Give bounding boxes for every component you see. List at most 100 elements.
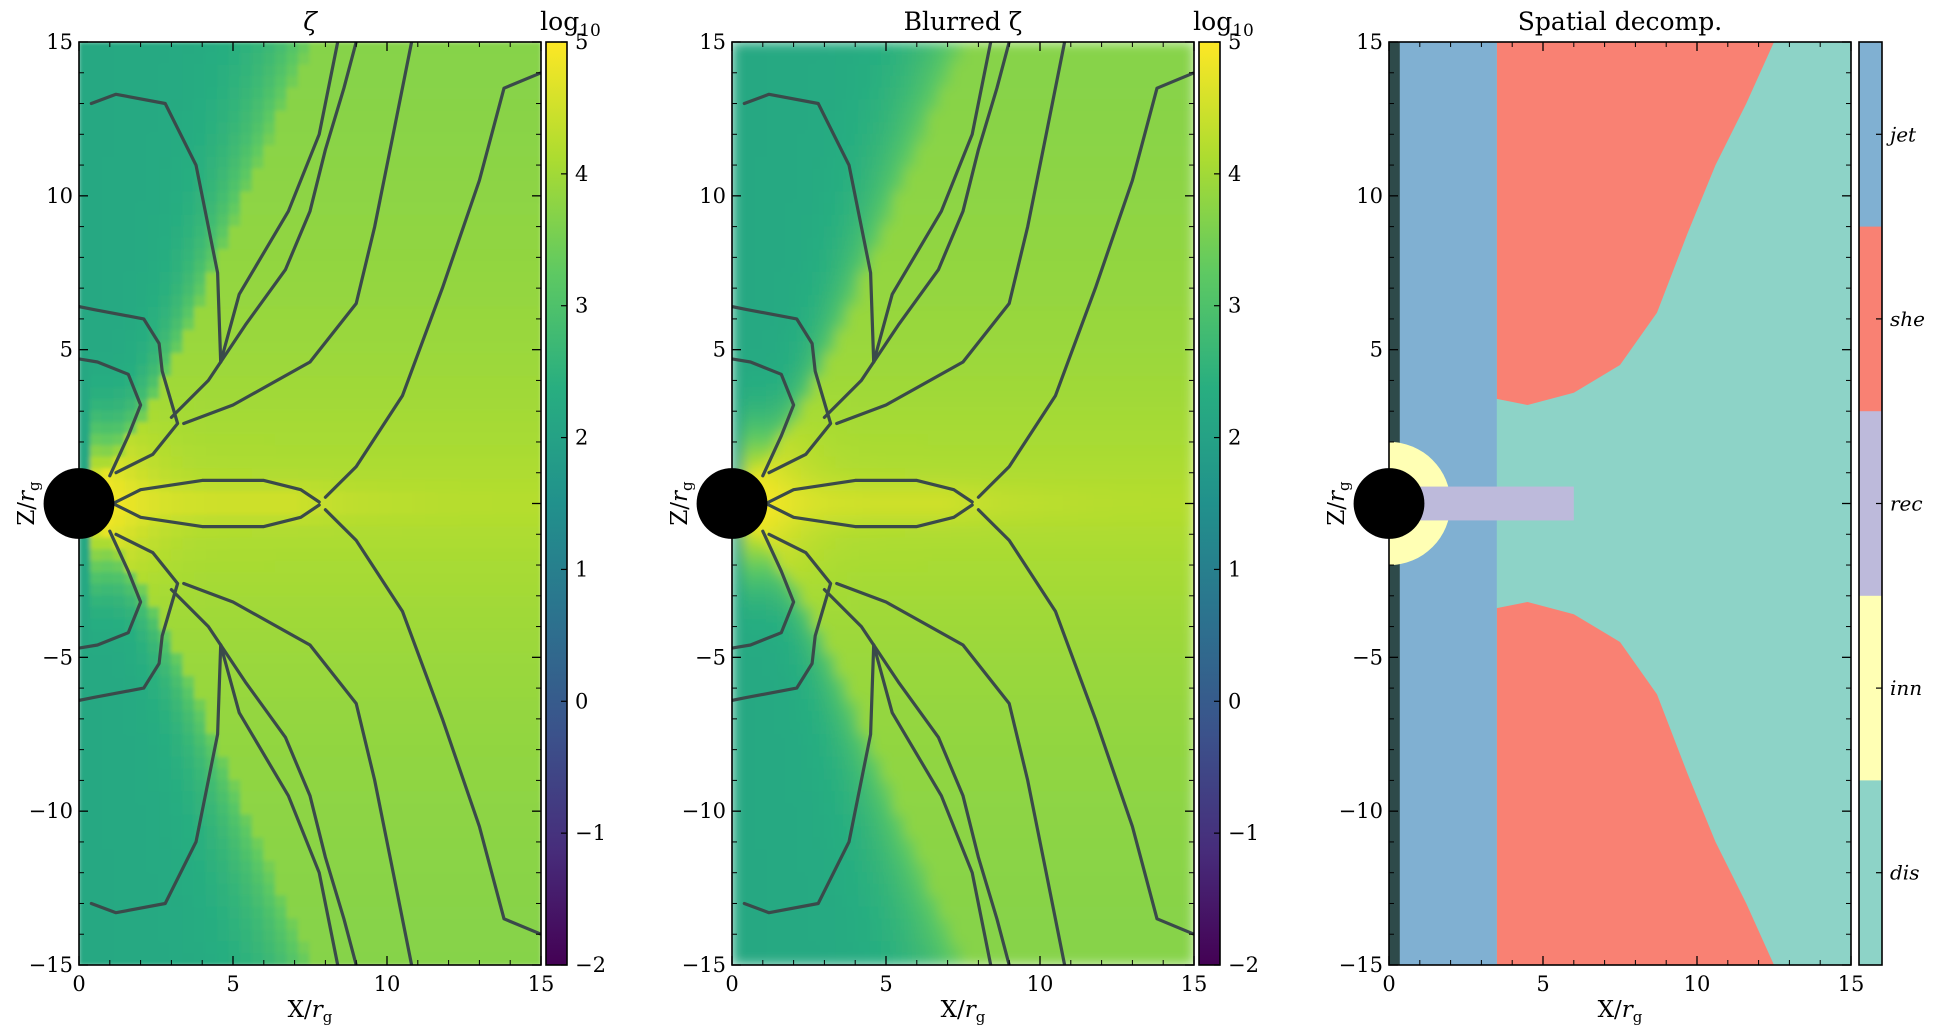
- field-cell: [378, 710, 392, 724]
- field-cell: [893, 64, 907, 78]
- field-cell: [505, 422, 519, 436]
- field-cell: [136, 99, 150, 113]
- field-cell: [90, 826, 104, 840]
- field-cell: [297, 560, 311, 574]
- field-cell: [494, 676, 508, 690]
- field-cell: [789, 583, 803, 597]
- field-cell: [182, 687, 196, 701]
- field-cell: [355, 179, 369, 193]
- field-cell: [777, 641, 791, 655]
- field-cell: [448, 168, 462, 182]
- field-cell: [962, 249, 976, 263]
- field-cell: [355, 872, 369, 886]
- field-cell: [459, 929, 473, 943]
- field-cell: [950, 756, 964, 770]
- field-cell: [297, 433, 311, 447]
- field-cell: [743, 226, 757, 240]
- field-cell: [182, 779, 196, 793]
- field-cell: [459, 445, 473, 459]
- field-cell: [124, 99, 138, 113]
- field-cell: [754, 318, 768, 332]
- field-cell: [743, 272, 757, 286]
- field-cell: [297, 249, 311, 263]
- field-cell: [113, 64, 127, 78]
- field-cell: [309, 641, 323, 655]
- field-cell: [517, 906, 531, 920]
- field-cell: [732, 941, 745, 955]
- field-cell: [182, 422, 196, 436]
- field-cell: [482, 699, 496, 713]
- field-cell: [517, 318, 531, 332]
- field-cell: [205, 203, 219, 217]
- field-cell: [251, 191, 265, 205]
- field-cell: [332, 826, 346, 840]
- field-cell: [205, 110, 219, 124]
- field-cell: [777, 595, 791, 609]
- field-cell: [916, 629, 930, 643]
- field-cell: [113, 283, 127, 297]
- field-cell: [367, 503, 381, 517]
- field-cell: [217, 422, 231, 436]
- field-cell: [344, 826, 358, 840]
- field-cell: [517, 376, 531, 390]
- field-cell: [124, 514, 138, 528]
- field-cell: [240, 895, 254, 909]
- field-cell: [517, 468, 531, 482]
- field-cell: [413, 191, 427, 205]
- field-cell: [835, 560, 849, 574]
- field-cell: [101, 883, 115, 897]
- field-cell: [893, 618, 907, 632]
- field-cell: [881, 122, 895, 136]
- field-cell: [390, 768, 404, 782]
- field-cell: [436, 237, 450, 251]
- field-cell: [124, 664, 138, 678]
- field-cell: [789, 929, 803, 943]
- field-cell: [182, 329, 196, 343]
- field-cell: [425, 572, 439, 586]
- field-cell: [927, 537, 941, 551]
- field-cell: [847, 526, 861, 540]
- field-cell: [332, 733, 346, 747]
- field-cell: [823, 376, 837, 390]
- field-cell: [823, 179, 837, 193]
- field-cell: [251, 918, 265, 932]
- field-cell: [332, 768, 346, 782]
- field-cell: [743, 918, 757, 932]
- field-cell: [297, 676, 311, 690]
- field-cell: [904, 560, 918, 574]
- field-cell: [448, 145, 462, 159]
- field-cell: [217, 699, 231, 713]
- field-cell: [436, 537, 450, 551]
- field-cell: [136, 145, 150, 159]
- field-cell: [240, 479, 254, 493]
- field-cell: [962, 526, 976, 540]
- field-cell: [286, 433, 300, 447]
- field-cell: [858, 791, 872, 805]
- field-cell: [800, 618, 814, 632]
- field-cell: [939, 583, 953, 597]
- field-cell: [847, 687, 861, 701]
- field-cell: [732, 99, 745, 113]
- field-cell: [147, 64, 161, 78]
- field-cell: [332, 353, 346, 367]
- field-cell: [847, 237, 861, 251]
- field-cell: [777, 849, 791, 863]
- field-cell: [904, 676, 918, 690]
- field-cell: [147, 595, 161, 609]
- field-cell: [297, 64, 311, 78]
- field-cell: [344, 895, 358, 909]
- field-cell: [962, 479, 976, 493]
- field-cell: [136, 179, 150, 193]
- field-cell: [263, 687, 277, 701]
- field-cell: [789, 376, 803, 390]
- field-cell: [309, 410, 323, 424]
- field-cell: [101, 872, 115, 886]
- field-cell: [309, 456, 323, 470]
- field-cell: [170, 699, 184, 713]
- field-cell: [927, 364, 941, 378]
- field-cell: [870, 53, 884, 67]
- field-cell: [217, 87, 231, 101]
- field-cell: [528, 618, 541, 632]
- field-cell: [113, 779, 127, 793]
- field-cell: [367, 168, 381, 182]
